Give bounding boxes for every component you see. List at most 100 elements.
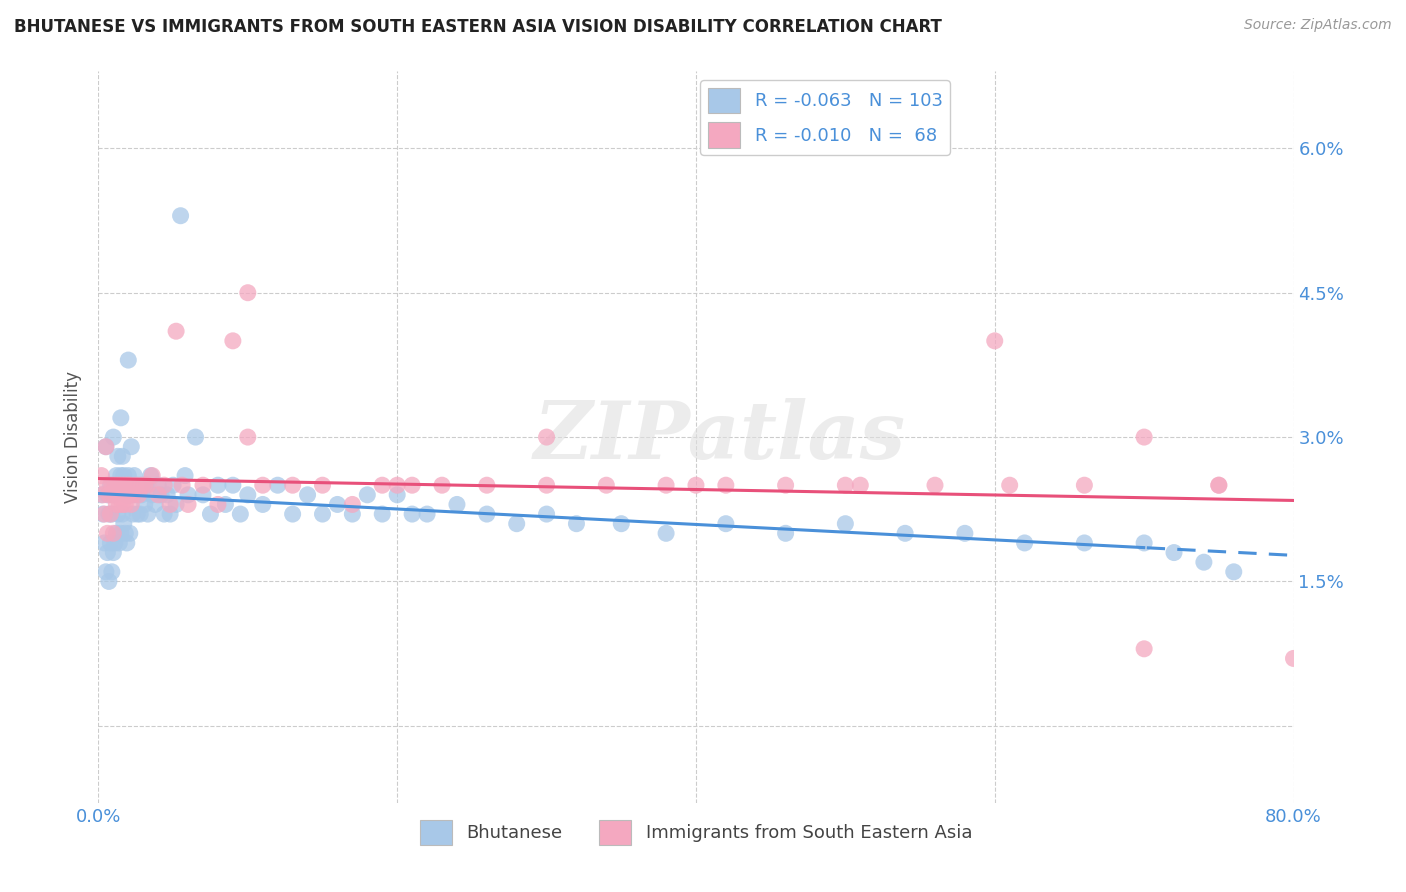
- Point: [984, 334, 1007, 348]
- Point: [191, 488, 214, 502]
- Point: [105, 526, 128, 541]
- Point: [159, 507, 181, 521]
- Text: BHUTANESE VS IMMIGRANTS FROM SOUTH EASTERN ASIA VISION DISABILITY CORRELATION CH: BHUTANESE VS IMMIGRANTS FROM SOUTH EASTE…: [14, 18, 942, 36]
- Point: [165, 498, 187, 512]
- Point: [236, 285, 259, 300]
- Point: [281, 478, 304, 492]
- Point: [125, 488, 148, 502]
- Point: [108, 498, 131, 512]
- Point: [118, 488, 141, 502]
- Point: [1282, 651, 1305, 665]
- Point: [129, 507, 152, 521]
- Point: [153, 507, 176, 521]
- Point: [94, 440, 117, 454]
- Point: [131, 488, 153, 502]
- Point: [214, 498, 236, 512]
- Point: [998, 478, 1021, 492]
- Point: [134, 498, 156, 512]
- Point: [1133, 430, 1156, 444]
- Point: [104, 536, 127, 550]
- Point: [685, 478, 707, 492]
- Point: [96, 478, 118, 492]
- Point: [252, 478, 274, 492]
- Point: [103, 545, 125, 559]
- Point: [135, 478, 157, 492]
- Point: [1133, 536, 1156, 550]
- Point: [136, 478, 159, 492]
- Point: [371, 478, 394, 492]
- Point: [565, 516, 588, 531]
- Point: [111, 507, 134, 521]
- Point: [121, 488, 143, 502]
- Point: [117, 353, 139, 368]
- Point: [108, 478, 131, 492]
- Point: [107, 450, 129, 464]
- Point: [162, 478, 184, 492]
- Point: [139, 468, 162, 483]
- Point: [115, 536, 138, 550]
- Point: [834, 516, 856, 531]
- Point: [177, 488, 200, 502]
- Point: [120, 498, 142, 512]
- Point: [127, 507, 149, 521]
- Point: [148, 478, 170, 492]
- Legend: Bhutanese, Immigrants from South Eastern Asia: Bhutanese, Immigrants from South Eastern…: [412, 813, 980, 852]
- Point: [401, 507, 423, 521]
- Point: [311, 507, 333, 521]
- Point: [1073, 478, 1095, 492]
- Point: [894, 526, 917, 541]
- Point: [177, 498, 200, 512]
- Point: [91, 488, 114, 502]
- Point: [446, 498, 468, 512]
- Point: [148, 488, 170, 502]
- Point: [714, 516, 737, 531]
- Point: [96, 526, 118, 541]
- Point: [101, 565, 124, 579]
- Point: [117, 468, 139, 483]
- Point: [131, 478, 153, 492]
- Point: [165, 324, 187, 338]
- Point: [103, 488, 125, 502]
- Point: [371, 507, 394, 521]
- Point: [207, 498, 229, 512]
- Point: [849, 478, 872, 492]
- Point: [326, 498, 349, 512]
- Point: [153, 478, 176, 492]
- Point: [112, 478, 135, 492]
- Point: [342, 498, 364, 512]
- Point: [105, 498, 128, 512]
- Point: [191, 478, 214, 492]
- Point: [90, 488, 112, 502]
- Point: [114, 526, 136, 541]
- Point: [475, 507, 498, 521]
- Text: ZIPatlas: ZIPatlas: [534, 399, 905, 475]
- Point: [111, 450, 134, 464]
- Point: [143, 498, 166, 512]
- Point: [103, 526, 125, 541]
- Point: [430, 478, 453, 492]
- Point: [595, 478, 617, 492]
- Point: [156, 488, 179, 502]
- Point: [610, 516, 633, 531]
- Point: [107, 478, 129, 492]
- Point: [124, 468, 146, 483]
- Point: [97, 574, 120, 589]
- Point: [172, 478, 194, 492]
- Point: [136, 507, 159, 521]
- Point: [385, 478, 409, 492]
- Point: [200, 507, 222, 521]
- Point: [128, 478, 150, 492]
- Point: [118, 478, 141, 492]
- Point: [112, 468, 135, 483]
- Point: [98, 478, 122, 492]
- Point: [115, 478, 138, 492]
- Point: [953, 526, 976, 541]
- Point: [655, 526, 678, 541]
- Point: [834, 478, 856, 492]
- Point: [184, 430, 207, 444]
- Point: [475, 478, 498, 492]
- Point: [111, 498, 134, 512]
- Text: Source: ZipAtlas.com: Source: ZipAtlas.com: [1244, 18, 1392, 32]
- Point: [128, 488, 150, 502]
- Point: [96, 488, 118, 502]
